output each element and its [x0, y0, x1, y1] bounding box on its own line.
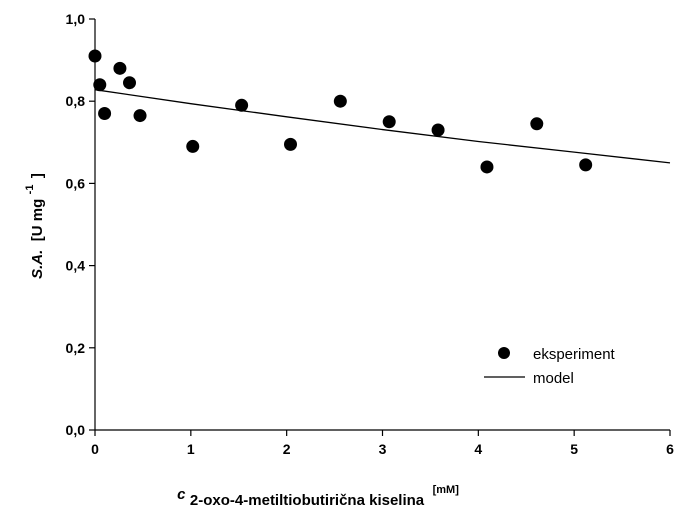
- data-point-eksperiment: [530, 117, 544, 131]
- data-point-eksperiment: [579, 158, 593, 172]
- legend-label-eksperiment: eksperiment: [533, 346, 616, 363]
- y-tick-label: 0,0: [66, 422, 86, 438]
- x-axis-label-unit: [mM]: [433, 484, 460, 496]
- x-tick-label: 5: [570, 441, 578, 457]
- y-axis-label: S.A. [U mg -1 ]: [20, 173, 46, 279]
- data-point-eksperiment: [333, 94, 347, 108]
- y-tick-label: 1,0: [66, 11, 86, 27]
- data-point-eksperiment: [113, 61, 127, 75]
- series-line-model: [94, 89, 671, 164]
- data-point-eksperiment: [123, 76, 136, 90]
- y-tick-label: 0,4: [66, 258, 86, 274]
- data-point-eksperiment: [93, 78, 107, 92]
- x-tick-label: 4: [474, 441, 482, 457]
- data-point-eksperiment: [284, 137, 297, 151]
- y-tick-label: 0,2: [66, 340, 86, 356]
- data-point-eksperiment: [480, 160, 494, 174]
- data-point-eksperiment: [186, 139, 200, 153]
- x-axis-label: c 2-oxo-4-metiltiobutirična kiselina [mM…: [177, 484, 459, 509]
- y-axis-label-close: ]: [29, 173, 46, 178]
- x-tick-label: 0: [91, 441, 99, 457]
- plot-marks: [88, 49, 671, 174]
- y-tick-label: 0,8: [66, 93, 86, 109]
- y-tick-label: 0,6: [66, 175, 86, 191]
- legend-marker-eksperiment: [498, 347, 510, 359]
- data-point-eksperiment: [98, 107, 112, 121]
- y-axis-label-main: S.A.: [29, 250, 46, 279]
- x-tick-label: 1: [187, 441, 195, 457]
- legend: eksperiment model: [484, 346, 616, 387]
- legend-label-model: model: [533, 370, 574, 387]
- data-point-eksperiment: [235, 98, 249, 112]
- axes: 0,0 0,2 0,4 0,6 0,8 1,0 0 1 2 3 4 5 6: [66, 11, 675, 457]
- data-point-eksperiment: [382, 115, 396, 129]
- data-point-eksperiment: [133, 109, 147, 123]
- x-axis-label-prefix: c: [177, 486, 186, 503]
- data-point-eksperiment: [431, 123, 445, 137]
- x-tick-label: 2: [283, 441, 291, 457]
- x-axis-label-subscript: 2-oxo-4-metiltiobutirična kiselina: [190, 492, 425, 509]
- y-axis-label-unit: [U mg: [29, 199, 46, 242]
- y-axis-label-exponent: -1: [24, 185, 36, 195]
- x-tick-label: 6: [666, 441, 674, 457]
- x-tick-label: 3: [379, 441, 387, 457]
